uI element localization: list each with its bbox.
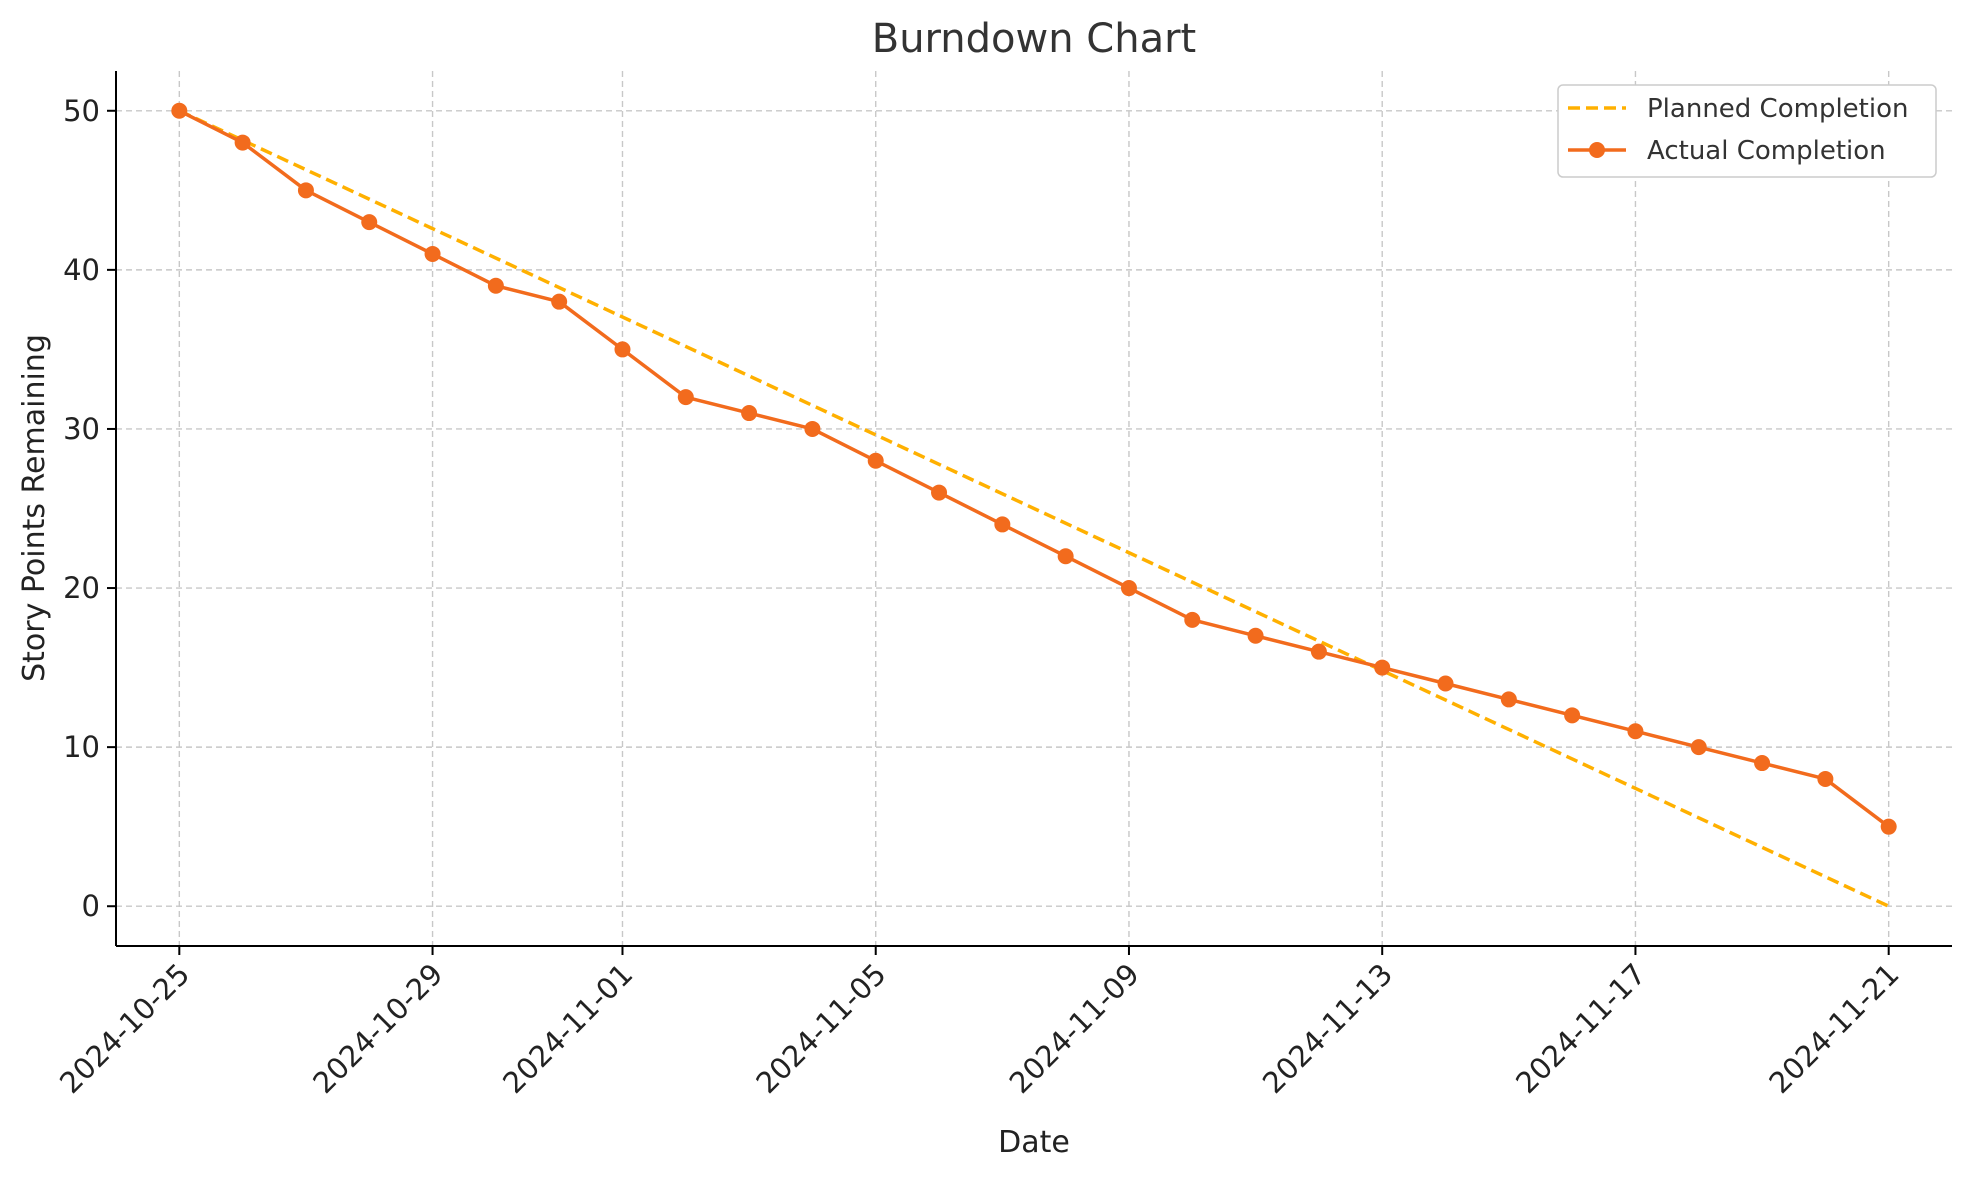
data-point	[1564, 707, 1581, 724]
legend-label-actual: Actual Completion	[1647, 136, 1886, 166]
data-point	[1627, 723, 1644, 740]
y-tick-label: 40	[63, 253, 100, 287]
data-point	[994, 516, 1011, 533]
data-point	[171, 102, 188, 119]
x-tick-label: 2024-11-01	[496, 957, 639, 1100]
data-point	[487, 277, 504, 294]
x-tick-label: 2024-11-13	[1256, 957, 1399, 1100]
y-tick-label: 30	[63, 412, 100, 446]
x-axis-label: Date	[998, 1125, 1070, 1160]
y-axis-label: Story Points Remaining	[17, 334, 52, 682]
x-tick-label: 2024-11-17	[1509, 957, 1652, 1100]
grid	[116, 71, 1952, 946]
data-point	[1057, 548, 1074, 565]
legend-marker-actual	[1589, 142, 1605, 158]
data-point	[1120, 580, 1137, 597]
data-point	[551, 293, 568, 310]
x-tick-label: 2024-11-21	[1762, 957, 1905, 1100]
legend-box	[1557, 84, 1937, 178]
data-point	[297, 182, 314, 199]
series-line-0	[178, 109, 1890, 908]
axes	[115, 71, 1952, 947]
data-point	[234, 134, 251, 151]
data-point	[804, 420, 821, 437]
data-point	[1754, 755, 1771, 772]
data-point	[1817, 770, 1834, 787]
series-layer	[171, 102, 1897, 908]
series-line-1	[178, 109, 1890, 829]
data-point	[677, 389, 694, 406]
data-point	[424, 245, 441, 262]
data-point	[1247, 627, 1264, 644]
data-point	[741, 405, 758, 422]
data-point	[1374, 659, 1391, 676]
data-point	[1690, 739, 1707, 756]
y-tick-label: 50	[63, 94, 100, 128]
x-tick-label: 2024-10-29	[306, 957, 449, 1100]
data-point	[1310, 643, 1327, 660]
data-point	[867, 452, 884, 469]
x-tick-label: 2024-10-25	[53, 957, 196, 1100]
data-point	[361, 214, 378, 231]
data-point	[1437, 675, 1454, 692]
data-point	[1184, 611, 1201, 628]
chart-title: Burndown Chart	[872, 16, 1196, 62]
ticks: 0 10 20 30 40 50 2024-10-25 2024-10-29 2024-11-0…	[53, 94, 1906, 1100]
data-point	[931, 484, 948, 501]
legend: Planned Completion Actual Completion	[1557, 84, 1937, 178]
y-tick-label: 0	[82, 889, 100, 923]
data-point	[1500, 691, 1517, 708]
x-tick-label: 2024-11-05	[749, 957, 892, 1100]
legend-label-planned: Planned Completion	[1647, 94, 1908, 124]
data-point	[614, 341, 631, 358]
x-tick-label: 2024-11-09	[1003, 957, 1146, 1100]
y-tick-label: 10	[63, 730, 100, 764]
data-point	[1880, 818, 1897, 835]
y-tick-label: 20	[63, 571, 100, 605]
